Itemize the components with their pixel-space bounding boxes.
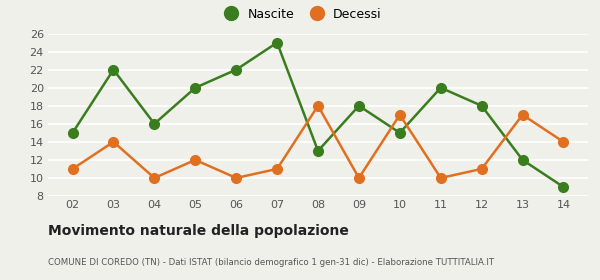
Decessi	[191, 140, 199, 144]
Nascite	[314, 68, 322, 71]
Decessi	[519, 176, 526, 180]
Nascite	[478, 131, 485, 134]
Decessi	[233, 176, 240, 180]
Nascite	[233, 122, 240, 125]
Decessi	[396, 104, 403, 108]
Decessi	[355, 167, 362, 171]
Decessi	[478, 113, 485, 116]
Nascite	[191, 68, 199, 71]
Line: Nascite: Nascite	[68, 38, 568, 192]
Line: Decessi: Decessi	[68, 101, 568, 183]
Text: Movimento naturale della popolazione: Movimento naturale della popolazione	[48, 224, 349, 238]
Nascite	[355, 41, 362, 44]
Nascite	[519, 86, 526, 89]
Decessi	[274, 158, 281, 162]
Decessi	[151, 167, 158, 171]
Text: COMUNE DI COREDO (TN) - Dati ISTAT (bilancio demografico 1 gen-31 dic) - Elabora: COMUNE DI COREDO (TN) - Dati ISTAT (bila…	[48, 258, 494, 267]
Decessi	[437, 176, 445, 180]
Decessi	[314, 176, 322, 180]
Nascite	[274, 86, 281, 89]
Legend: Nascite, Decessi: Nascite, Decessi	[218, 8, 382, 21]
Decessi	[560, 167, 567, 171]
Nascite	[560, 104, 567, 108]
Nascite	[396, 149, 403, 153]
Nascite	[437, 104, 445, 108]
Nascite	[151, 131, 158, 134]
